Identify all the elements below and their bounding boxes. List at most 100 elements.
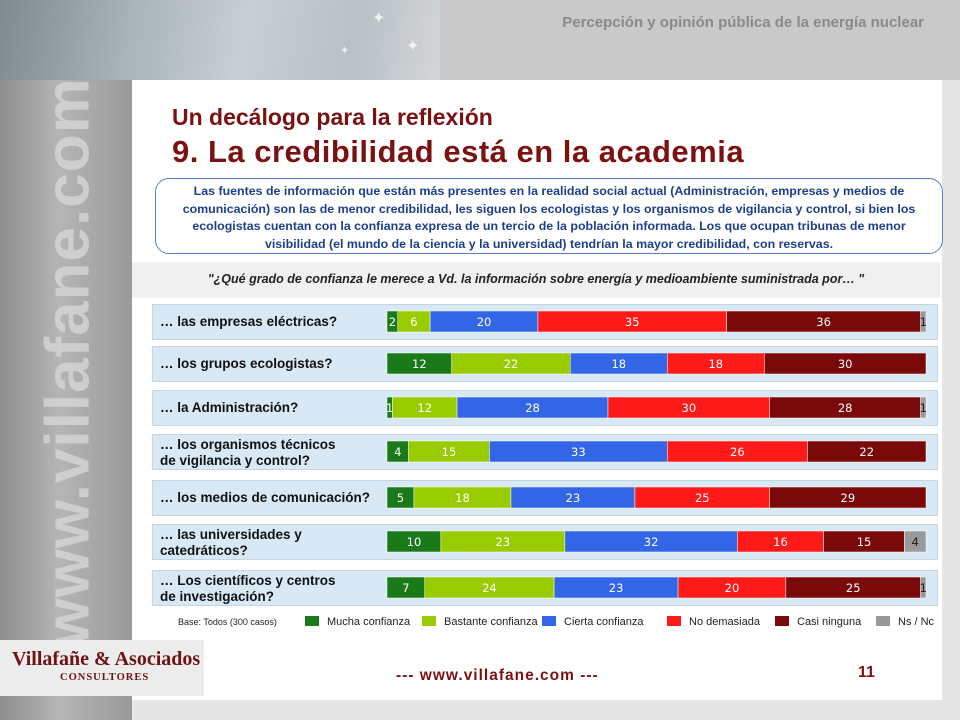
data-label: 2 [389,315,396,329]
sparkle-icon: ✦ [406,38,420,55]
data-label: 30 [682,401,697,415]
legend-swatch [305,616,319,626]
company-name: Villafañe & Asociados [12,648,201,670]
data-label: 32 [644,535,659,549]
bar-segment [807,440,927,463]
sparkle-icon: ✦ [372,10,386,27]
stacked-bar-chart: 2 6 20 35 36 1 12 22 18 18 30 1 12 28 30 28 1 4 15 33 26 22 5 1… [386,310,927,599]
data-label: 26 [730,445,745,459]
data-label: 1 [920,581,927,595]
data-label: 24 [482,581,497,595]
legend-label: Bastante confianza [444,616,538,628]
left-decorative-strip: www.villafane.com [0,0,132,720]
category-label-line: … los grupos ecologistas? [160,356,333,371]
data-label: 18 [708,357,723,371]
banner-logo-art: ✦ ✦ ✦ [0,0,440,80]
legend-item: Cierta confianza [542,616,644,628]
data-label: 28 [838,401,853,415]
category-label: … los medios de comunicación? [160,490,370,506]
data-label: 20 [477,315,492,329]
company-subtitle: CONSULTORES [60,672,150,683]
data-label: 28 [525,401,540,415]
data-label: 5 [397,491,404,505]
category-label-line: … Los científicos y centros [160,573,336,588]
category-label: … los organismos técnicos de vigilancia y… [160,437,336,469]
data-label: 1 [920,401,927,415]
legend-item: Casi ninguna [775,616,861,628]
legend-label: Casi ninguna [797,616,862,628]
data-label: 35 [625,315,640,329]
legend-label: Mucha confianza [327,616,411,628]
data-label: 22 [504,357,519,371]
summary-text: Las fuentes de información que están más… [182,184,916,251]
legend-item: Bastante confianza [422,616,538,628]
bar-segment [769,486,927,509]
summary-box: Las fuentes de información que están más… [155,178,943,254]
category-label-line: … los organismos técnicos [160,437,336,452]
bar-segment [764,352,927,375]
data-label: 22 [859,445,874,459]
legend-swatch [422,616,436,626]
bar-segment [920,396,927,419]
data-label: 1 [920,315,927,329]
category-label-line: catedráticos? [160,543,248,558]
category-label: … la Administración? [160,400,298,416]
data-label: 18 [611,357,626,371]
data-label: 10 [407,535,422,549]
company-logo: Villafañe & Asociados CONSULTORES [0,640,204,696]
data-label: 36 [816,315,831,329]
chart-legend: Mucha confianza Bastante confianza Cierta … [150,612,942,632]
legend-item: Mucha confianza [305,616,410,628]
page-title: 9. La credibilidad está en la academia [172,134,745,169]
data-label: 6 [410,315,417,329]
data-label: 23 [609,581,624,595]
data-label: 18 [455,491,470,505]
data-label: 33 [571,445,586,459]
data-label: 29 [841,491,856,505]
bar-segment [920,310,927,333]
base-note: Base: Todos (300 casos) [178,617,277,627]
data-label: 23 [496,535,511,549]
category-label: … las empresas eléctricas? [160,314,337,330]
data-label: 16 [773,535,788,549]
category-label-line: … las empresas eléctricas? [160,314,338,329]
survey-question: "¿Qué grado de confianza le merece a Vd.… [207,272,865,286]
legend-item: No demasiada [667,616,760,628]
category-label-line: … la Administración? [160,400,299,415]
legend-swatch [667,616,681,626]
vertical-watermark: www.villafane.com [18,77,118,646]
legend-label: Cierta confianza [564,616,644,628]
category-label-line: de vigilancia y control? [160,453,311,468]
chart-area: … las empresas eléctricas? … los grupos e… [150,300,942,636]
legend-swatch [775,616,789,626]
category-label-line: … los medios de comunicación? [160,490,371,505]
legend-item: Ns / Nc [876,616,934,628]
question-bar: "¿Qué grado de confianza le merece a Vd.… [132,262,940,298]
data-label: 20 [725,581,740,595]
data-label: 12 [417,401,432,415]
page-number: 11 [858,664,875,681]
header-title: Percepción y opinión pública de la energ… [562,14,924,31]
data-label: 4 [394,445,401,459]
footer-url: --- www.villafane.com --- [396,667,599,684]
sparkle-icon: ✦ [340,45,350,57]
category-label: … los grupos ecologistas? [160,356,333,372]
category-label-line: … las universidades y [160,527,302,542]
data-label: 1 [386,401,393,415]
data-label: 4 [912,535,919,549]
subtitle: Un decálogo para la reflexión [172,104,493,130]
category-label: … Los científicos y centros de investigac… [160,573,336,605]
data-label: 25 [846,581,861,595]
bar-segment [920,576,927,599]
data-label: 25 [695,491,710,505]
data-label: 15 [442,445,457,459]
data-label: 12 [412,357,427,371]
bar-segment [904,530,927,553]
data-label: 30 [838,357,853,371]
category-label: … las universidades y catedráticos? [160,527,302,559]
data-label: 23 [566,491,581,505]
category-label-line: de investigación? [160,589,275,604]
data-label: 7 [402,581,409,595]
vertical-watermark-text: www.villafane.com [33,77,103,647]
legend-label: Ns / Nc [898,616,935,628]
